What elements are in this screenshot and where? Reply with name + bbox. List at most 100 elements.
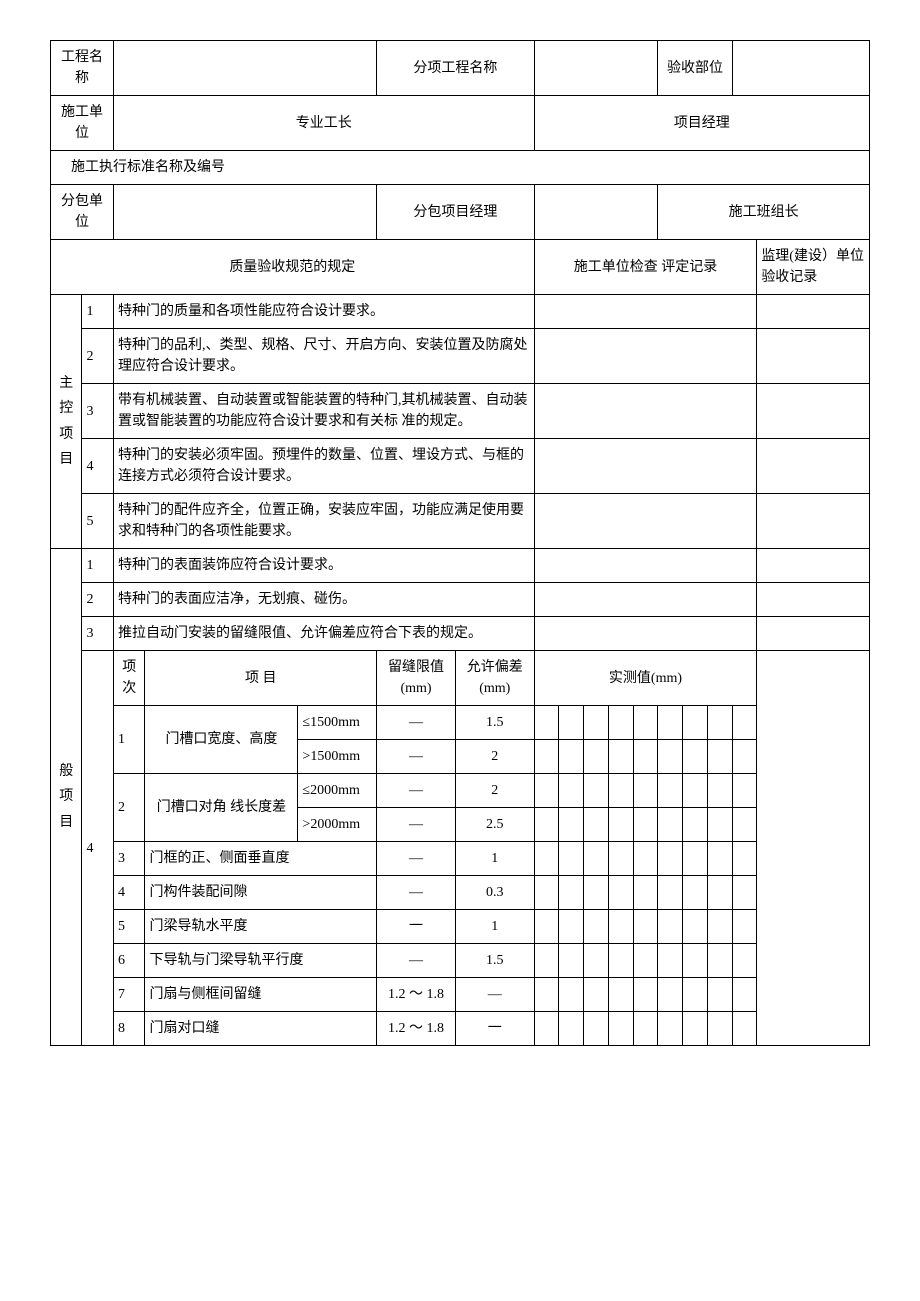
meas-cell[interactable]: [707, 944, 732, 978]
meas-cell[interactable]: [608, 808, 633, 842]
meas-cell[interactable]: [707, 842, 732, 876]
meas-cell[interactable]: [584, 910, 609, 944]
meas-cell[interactable]: [658, 740, 683, 774]
meas-cell[interactable]: [732, 876, 757, 910]
meas-cell[interactable]: [633, 944, 658, 978]
meas-cell[interactable]: [658, 910, 683, 944]
meas-cell[interactable]: [683, 1012, 708, 1046]
meas-cell[interactable]: [534, 910, 559, 944]
meas-cell[interactable]: [707, 740, 732, 774]
mc-sup-3[interactable]: [757, 384, 870, 439]
meas-cell[interactable]: [658, 842, 683, 876]
mc-check-1[interactable]: [534, 295, 757, 329]
meas-cell[interactable]: [683, 842, 708, 876]
meas-cell[interactable]: [534, 1012, 559, 1046]
meas-cell[interactable]: [584, 876, 609, 910]
mc-check-5[interactable]: [534, 494, 757, 549]
meas-cell[interactable]: [534, 944, 559, 978]
meas-cell[interactable]: [534, 808, 559, 842]
meas-cell[interactable]: [707, 706, 732, 740]
meas-cell[interactable]: [559, 706, 584, 740]
meas-cell[interactable]: [658, 1012, 683, 1046]
meas-cell[interactable]: [707, 1012, 732, 1046]
meas-cell[interactable]: [732, 1012, 757, 1046]
meas-cell[interactable]: [584, 706, 609, 740]
g-check-2[interactable]: [534, 583, 757, 617]
meas-cell[interactable]: [534, 978, 559, 1012]
meas-cell[interactable]: [584, 740, 609, 774]
meas-cell[interactable]: [608, 740, 633, 774]
meas-cell[interactable]: [732, 910, 757, 944]
meas-cell[interactable]: [658, 876, 683, 910]
meas-cell[interactable]: [584, 944, 609, 978]
subcontractor-value[interactable]: [113, 185, 376, 240]
meas-cell[interactable]: [608, 706, 633, 740]
meas-cell[interactable]: [559, 978, 584, 1012]
meas-cell[interactable]: [707, 808, 732, 842]
meas-cell[interactable]: [732, 706, 757, 740]
meas-cell[interactable]: [633, 910, 658, 944]
meas-cell[interactable]: [559, 1012, 584, 1046]
meas-cell[interactable]: [707, 978, 732, 1012]
meas-cell[interactable]: [633, 706, 658, 740]
subtable-sup[interactable]: [757, 651, 870, 1046]
meas-cell[interactable]: [732, 842, 757, 876]
meas-cell[interactable]: [559, 910, 584, 944]
mc-sup-1[interactable]: [757, 295, 870, 329]
mc-sup-4[interactable]: [757, 439, 870, 494]
meas-cell[interactable]: [683, 944, 708, 978]
meas-cell[interactable]: [584, 1012, 609, 1046]
meas-cell[interactable]: [633, 842, 658, 876]
meas-cell[interactable]: [658, 774, 683, 808]
meas-cell[interactable]: [683, 978, 708, 1012]
meas-cell[interactable]: [633, 978, 658, 1012]
meas-cell[interactable]: [584, 842, 609, 876]
meas-cell[interactable]: [683, 706, 708, 740]
meas-cell[interactable]: [707, 910, 732, 944]
meas-cell[interactable]: [683, 774, 708, 808]
mc-check-3[interactable]: [534, 384, 757, 439]
meas-cell[interactable]: [559, 876, 584, 910]
meas-cell[interactable]: [707, 774, 732, 808]
meas-cell[interactable]: [683, 876, 708, 910]
meas-cell[interactable]: [559, 944, 584, 978]
meas-cell[interactable]: [559, 808, 584, 842]
meas-cell[interactable]: [608, 1012, 633, 1046]
meas-cell[interactable]: [633, 808, 658, 842]
g-sup-2[interactable]: [757, 583, 870, 617]
meas-cell[interactable]: [732, 978, 757, 1012]
meas-cell[interactable]: [683, 740, 708, 774]
meas-cell[interactable]: [584, 774, 609, 808]
meas-cell[interactable]: [683, 808, 708, 842]
g-check-1[interactable]: [534, 549, 757, 583]
meas-cell[interactable]: [683, 910, 708, 944]
meas-cell[interactable]: [559, 740, 584, 774]
meas-cell[interactable]: [534, 774, 559, 808]
acceptance-part-value[interactable]: [732, 41, 869, 96]
meas-cell[interactable]: [732, 944, 757, 978]
meas-cell[interactable]: [633, 876, 658, 910]
meas-cell[interactable]: [534, 706, 559, 740]
sub-pm-value[interactable]: [534, 185, 658, 240]
meas-cell[interactable]: [608, 910, 633, 944]
meas-cell[interactable]: [534, 876, 559, 910]
g-sup-3[interactable]: [757, 617, 870, 651]
sub-project-value[interactable]: [534, 41, 658, 96]
meas-cell[interactable]: [658, 944, 683, 978]
meas-cell[interactable]: [707, 876, 732, 910]
meas-cell[interactable]: [732, 808, 757, 842]
meas-cell[interactable]: [534, 740, 559, 774]
meas-cell[interactable]: [732, 774, 757, 808]
meas-cell[interactable]: [633, 740, 658, 774]
meas-cell[interactable]: [608, 978, 633, 1012]
meas-cell[interactable]: [608, 876, 633, 910]
meas-cell[interactable]: [608, 944, 633, 978]
meas-cell[interactable]: [608, 774, 633, 808]
project-name-value[interactable]: [113, 41, 376, 96]
meas-cell[interactable]: [559, 842, 584, 876]
meas-cell[interactable]: [658, 706, 683, 740]
mc-sup-5[interactable]: [757, 494, 870, 549]
meas-cell[interactable]: [584, 978, 609, 1012]
meas-cell[interactable]: [559, 774, 584, 808]
meas-cell[interactable]: [534, 842, 559, 876]
